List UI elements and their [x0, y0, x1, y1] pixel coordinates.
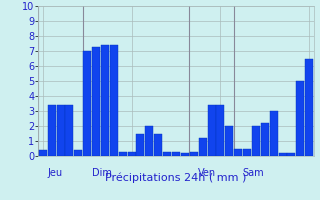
Bar — [305, 58, 313, 156]
Bar — [110, 45, 118, 156]
Bar — [234, 148, 242, 156]
Bar — [190, 152, 198, 156]
Bar — [39, 150, 47, 156]
Bar — [48, 105, 56, 156]
Bar — [137, 134, 145, 156]
Bar — [216, 105, 224, 156]
Bar — [199, 138, 207, 156]
Bar — [74, 150, 82, 156]
Bar — [287, 153, 295, 156]
Bar — [181, 153, 189, 156]
Text: Sam: Sam — [243, 168, 264, 178]
Bar — [154, 134, 162, 156]
Bar — [57, 105, 65, 156]
Bar — [66, 105, 74, 156]
Bar — [145, 126, 153, 156]
Bar — [207, 105, 215, 156]
Bar — [83, 51, 91, 156]
Bar — [92, 46, 100, 156]
Text: Ven: Ven — [198, 168, 216, 178]
Bar — [252, 126, 260, 156]
Text: Jeu: Jeu — [47, 168, 62, 178]
Bar — [172, 152, 180, 156]
Bar — [119, 152, 127, 156]
Bar — [163, 152, 171, 156]
Bar — [128, 152, 136, 156]
X-axis label: Précipitations 24h ( mm ): Précipitations 24h ( mm ) — [105, 173, 247, 183]
Bar — [296, 81, 304, 156]
Bar — [270, 111, 278, 156]
Bar — [261, 123, 269, 156]
Text: Dim: Dim — [92, 168, 112, 178]
Bar — [278, 153, 286, 156]
Bar — [243, 148, 251, 156]
Bar — [225, 126, 233, 156]
Bar — [101, 45, 109, 156]
